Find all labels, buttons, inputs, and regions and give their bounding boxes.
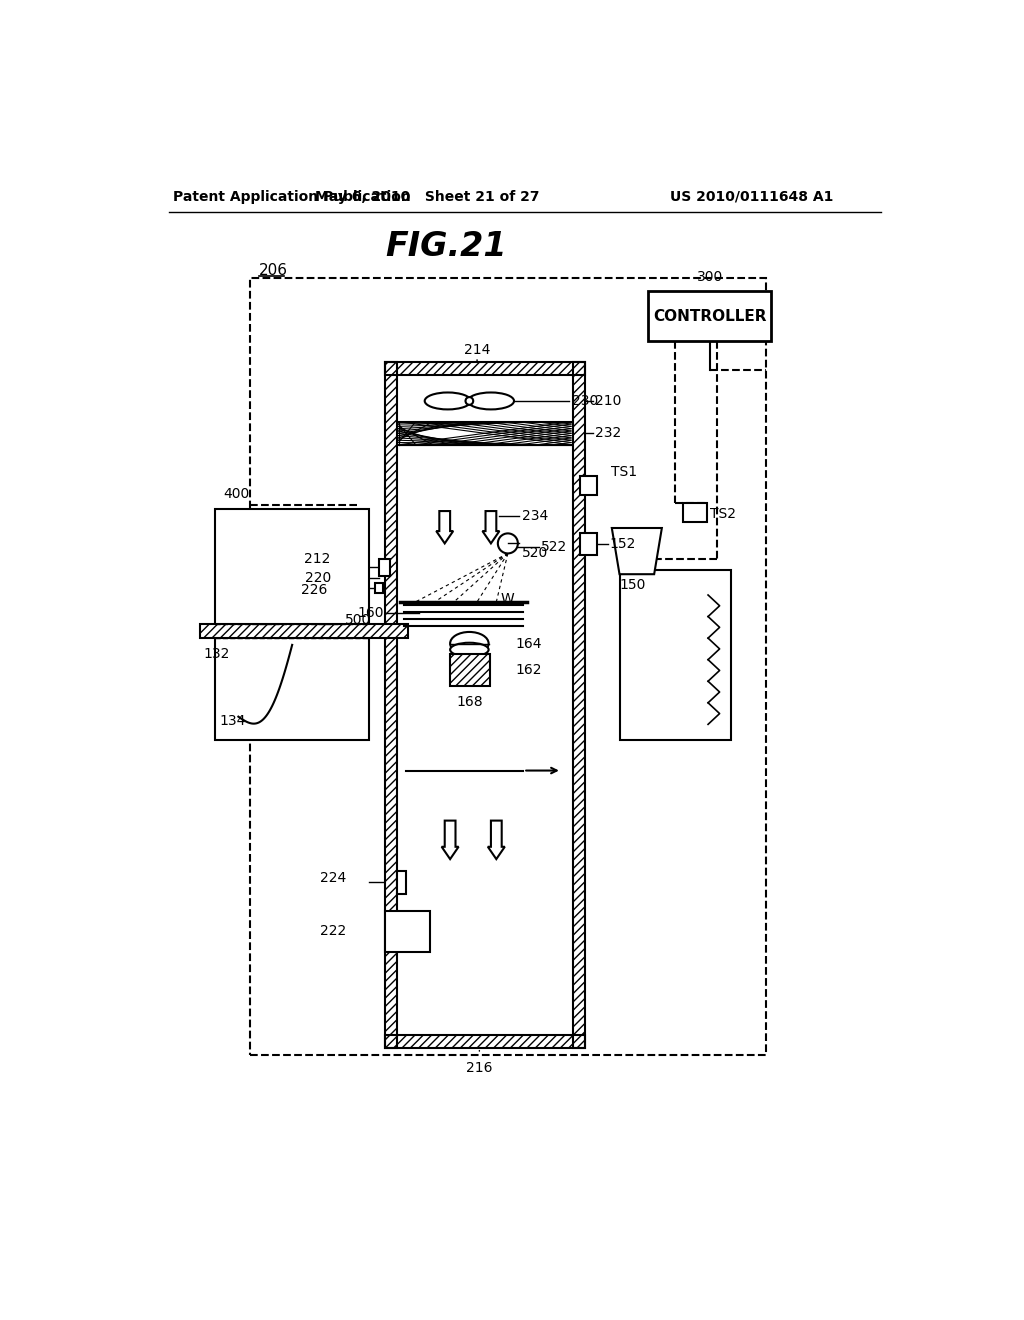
Text: 206: 206 (259, 263, 288, 277)
Text: 210: 210 (595, 393, 622, 408)
Bar (397, 871, 407, 894)
Text: 162: 162 (515, 663, 542, 677)
Text: 134: 134 (219, 714, 246, 729)
Text: 522: 522 (541, 540, 567, 554)
Text: Patent Application Publication: Patent Application Publication (173, 190, 411, 203)
Text: CONTROLLER: CONTROLLER (653, 309, 766, 323)
Text: 224: 224 (319, 871, 346, 886)
Bar (385, 911, 430, 952)
Bar (451, 653, 490, 686)
Bar (385, 363, 397, 1048)
Text: TS2: TS2 (710, 507, 735, 521)
Bar (397, 375, 572, 1035)
Bar (648, 290, 771, 341)
Text: FIG.21: FIG.21 (385, 231, 507, 264)
Text: 300: 300 (696, 271, 723, 284)
Text: W: W (501, 591, 515, 606)
Text: 152: 152 (609, 537, 636, 552)
Bar (581, 477, 597, 495)
Bar (200, 624, 408, 638)
Text: 500: 500 (345, 612, 371, 627)
Ellipse shape (451, 643, 488, 656)
Ellipse shape (451, 632, 488, 655)
Text: 216: 216 (466, 1061, 493, 1074)
Bar (385, 1035, 585, 1048)
Ellipse shape (425, 392, 471, 409)
Bar (683, 503, 707, 521)
Polygon shape (611, 528, 662, 574)
Text: US 2010/0111648 A1: US 2010/0111648 A1 (670, 190, 833, 203)
Bar (250, 277, 766, 1056)
Text: 214: 214 (464, 343, 490, 358)
Bar (385, 363, 397, 1048)
Circle shape (466, 397, 473, 405)
Text: 220: 220 (304, 572, 331, 585)
Bar (385, 363, 585, 375)
Bar (385, 363, 585, 1048)
Text: 132: 132 (204, 647, 230, 661)
Text: 212: 212 (304, 552, 331, 566)
FancyArrow shape (441, 821, 459, 859)
Bar (620, 570, 731, 739)
Bar (451, 653, 490, 686)
Bar (572, 363, 585, 1048)
FancyArrow shape (482, 511, 500, 544)
FancyArrow shape (436, 511, 454, 544)
Text: May 6, 2010   Sheet 21 of 27: May 6, 2010 Sheet 21 of 27 (314, 190, 540, 203)
Text: 164: 164 (515, 636, 542, 651)
Bar (581, 533, 597, 554)
Text: 234: 234 (521, 510, 548, 524)
Text: 226: 226 (300, 583, 327, 598)
Text: TS1: TS1 (611, 465, 637, 479)
Text: 400: 400 (223, 487, 249, 502)
Text: 168: 168 (457, 696, 483, 709)
Text: 232: 232 (595, 426, 622, 441)
Bar (376, 582, 383, 594)
Bar (385, 363, 585, 375)
Text: 160: 160 (357, 606, 384, 619)
Circle shape (498, 533, 518, 553)
Bar (572, 363, 585, 1048)
FancyArrow shape (487, 821, 505, 859)
Bar (379, 558, 390, 576)
Text: 150: 150 (620, 578, 646, 593)
Text: 520: 520 (521, 545, 548, 560)
Bar (200, 624, 408, 638)
Bar (215, 508, 370, 739)
Ellipse shape (468, 392, 514, 409)
Text: 222: 222 (319, 924, 346, 939)
Bar (385, 1035, 585, 1048)
Text: 230: 230 (571, 393, 598, 408)
